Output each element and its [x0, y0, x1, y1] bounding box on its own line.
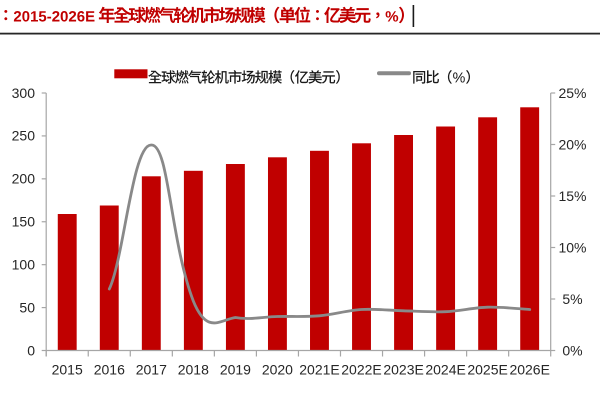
svg-text:2023E: 2023E	[383, 362, 423, 378]
svg-text:300: 300	[12, 85, 36, 101]
svg-text:2019: 2019	[220, 362, 251, 378]
svg-text:20%: 20%	[558, 136, 586, 152]
svg-text:150: 150	[12, 214, 36, 230]
svg-text:100: 100	[12, 257, 36, 273]
svg-text:2022E: 2022E	[341, 362, 381, 378]
svg-text:2015: 2015	[52, 362, 83, 378]
svg-text:0: 0	[27, 342, 35, 358]
svg-text:25%: 25%	[558, 85, 586, 101]
svg-text:2026E: 2026E	[509, 362, 549, 378]
svg-text:2021E: 2021E	[299, 362, 339, 378]
svg-text:250: 250	[12, 128, 36, 144]
svg-text:10%: 10%	[558, 239, 586, 255]
svg-text:2017: 2017	[136, 362, 167, 378]
svg-text:2025E: 2025E	[467, 362, 507, 378]
svg-text:5%: 5%	[562, 291, 582, 307]
svg-text:2024E: 2024E	[425, 362, 465, 378]
svg-text:200: 200	[12, 171, 36, 187]
svg-text:15%: 15%	[558, 188, 586, 204]
svg-text:0%: 0%	[562, 342, 582, 358]
svg-text:50: 50	[19, 299, 35, 315]
svg-text:2018: 2018	[178, 362, 209, 378]
svg-text:2020: 2020	[262, 362, 293, 378]
svg-text:2016: 2016	[94, 362, 125, 378]
